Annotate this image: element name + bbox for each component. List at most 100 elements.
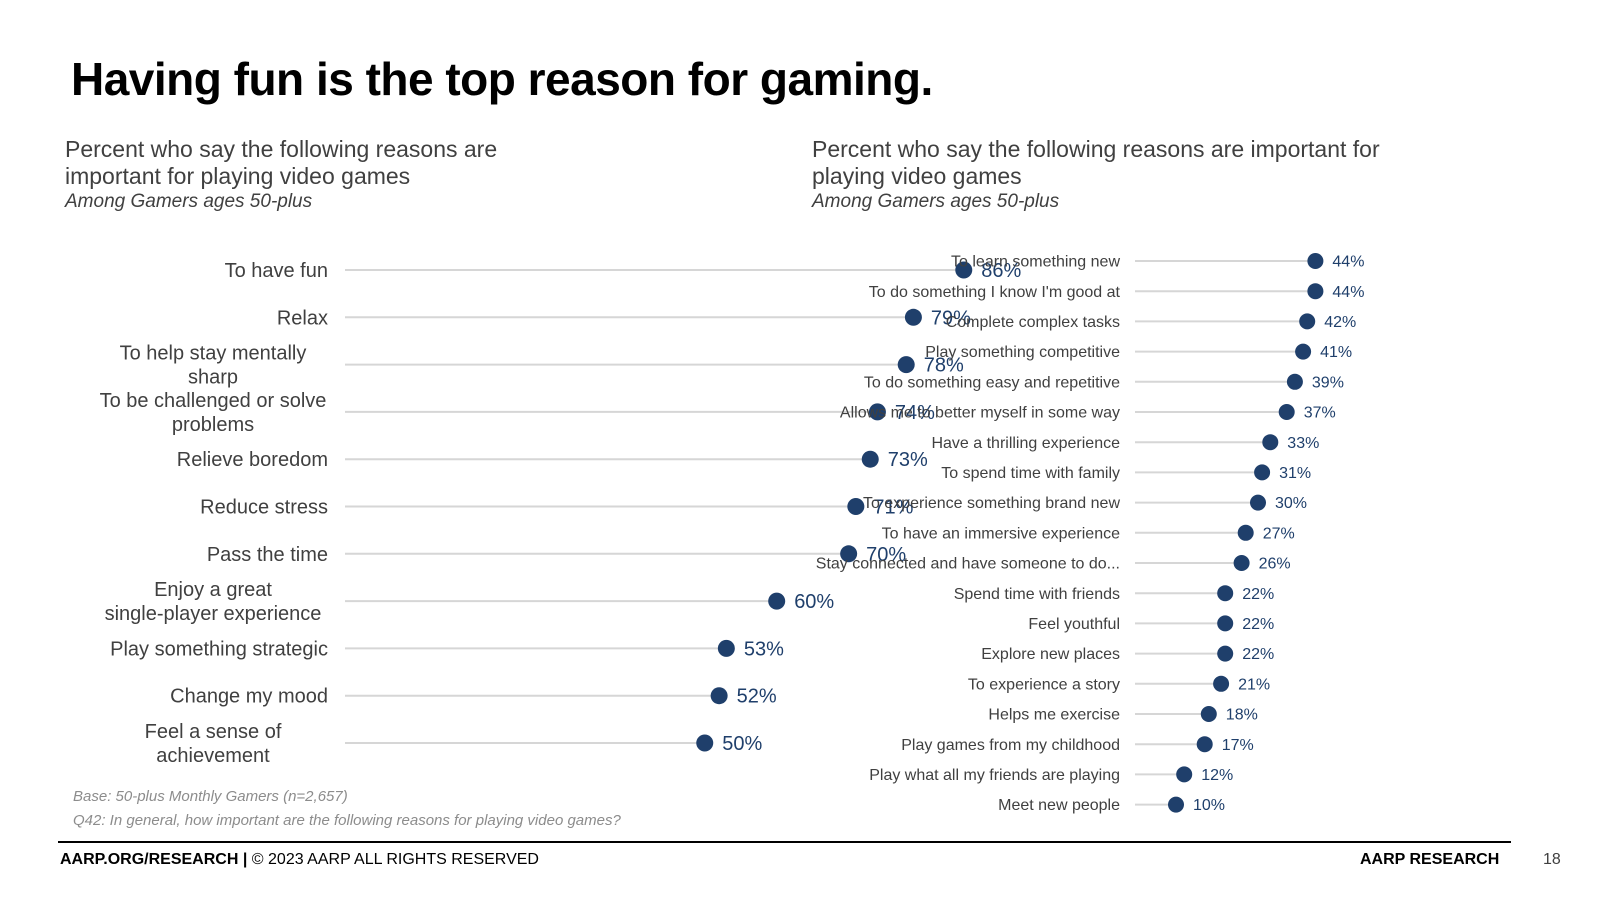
right-chart-dot xyxy=(1307,253,1324,269)
left-chart-value-label: 79% xyxy=(931,307,971,329)
left-chart-category-label: To have fun xyxy=(225,260,328,282)
right-chart-value-label: 42% xyxy=(1324,314,1356,331)
left-chart-category-label: Reduce stress xyxy=(200,497,328,519)
left-chart-dot xyxy=(897,356,915,374)
right-chart-value-label: 21% xyxy=(1238,676,1270,693)
right-chart-dot xyxy=(1262,434,1279,451)
page-number: 18 xyxy=(1543,851,1561,868)
right-chart-category-label: Have a thrilling experience xyxy=(931,435,1120,452)
right-chart-category-label: To do something easy and repetitive xyxy=(864,374,1120,391)
right-chart-category-label: To do something I know I'm good at xyxy=(869,284,1121,301)
left-chart-category-label: Relieve boredom xyxy=(177,449,328,471)
right-chart-value-label: 37% xyxy=(1304,405,1336,422)
right-chart-category-label: Play what all my friends are playing xyxy=(869,767,1120,784)
left-chart-value-label: 50% xyxy=(722,733,762,755)
right-chart-category-label: Meet new people xyxy=(998,797,1120,814)
page-title: Having fun is the top reason for gaming. xyxy=(71,53,933,105)
left-chart-dot xyxy=(868,403,886,421)
left-chart-category-label: To help stay mentally sharp xyxy=(120,343,307,389)
left-chart-dot xyxy=(847,498,865,515)
right-chart-category-label: Spend time with friends xyxy=(954,586,1120,603)
footer-brand: AARP RESEARCH xyxy=(1360,851,1500,868)
left-chart-subtitle: Percent who say the following reasons ar… xyxy=(65,136,585,214)
right-chart-dot xyxy=(1196,736,1213,753)
right-chart-value-label: 22% xyxy=(1242,646,1274,663)
right-chart-category-label: Feel youthful xyxy=(1028,616,1120,633)
left-chart-dot xyxy=(696,734,714,752)
left-chart-value-label: 70% xyxy=(866,544,906,566)
right-chart-dot xyxy=(1168,796,1184,813)
right-chart-dot xyxy=(1278,404,1295,420)
right-chart-dot xyxy=(1213,675,1230,692)
base-note: Base: 50-plus Monthly Gamers (n=2,657) xyxy=(73,788,348,805)
left-chart-value-label: 60% xyxy=(794,591,834,613)
left-chart-dot xyxy=(861,450,879,468)
left-chart-category-label: Pass the time xyxy=(207,544,328,566)
right-chart-dot xyxy=(1254,464,1271,481)
right-chart-dot xyxy=(1200,706,1217,722)
right-chart-value-label: 17% xyxy=(1222,737,1254,754)
right-chart-dot xyxy=(1307,283,1324,300)
left-chart-category-label: Play something strategic xyxy=(110,638,328,660)
left-chart-category-label: Enjoy a great single-player experience xyxy=(105,579,322,625)
right-chart-value-label: 22% xyxy=(1242,616,1274,633)
left-chart-dot xyxy=(768,592,786,610)
left-chart-value-label: 78% xyxy=(924,355,964,377)
right-chart-category-label: Allows me to better myself in some way xyxy=(840,405,1120,422)
right-chart-dot xyxy=(1250,494,1266,511)
right-chart-dot xyxy=(1217,615,1234,632)
right-chart-dot xyxy=(1217,645,1234,662)
footer-divider xyxy=(58,841,1511,843)
left-chart-category-label: To be challenged or solve problems xyxy=(100,390,327,436)
right-chart-value-label: 31% xyxy=(1279,465,1311,482)
right-chart-dot xyxy=(1295,343,1312,360)
left-chart-dot xyxy=(840,545,858,563)
right-chart-category-label: Explore new places xyxy=(981,646,1120,663)
left-chart-category-label: Feel a sense of achievement xyxy=(145,721,282,767)
right-chart-category-label: To have an immersive experience xyxy=(882,525,1120,542)
right-subtitle-text: Percent who say the following reasons ar… xyxy=(812,136,1380,189)
right-subtitle-note: Among Gamers ages 50-plus xyxy=(812,191,1060,212)
right-chart-subtitle: Percent who say the following reasons ar… xyxy=(812,136,1452,214)
right-chart-value-label: 44% xyxy=(1332,284,1364,301)
left-subtitle-note: Among Gamers ages 50-plus xyxy=(65,191,313,212)
footer-left: AARP.ORG/RESEARCH | © 2023 AARP ALL RIGH… xyxy=(60,851,539,869)
left-chart-value-label: 71% xyxy=(873,497,913,519)
right-chart-value-label: 18% xyxy=(1226,707,1258,724)
left-chart-value-label: 86% xyxy=(981,260,1021,282)
left-chart-value-label: 74% xyxy=(895,402,935,424)
left-chart-dot xyxy=(955,261,973,279)
right-chart-value-label: 12% xyxy=(1201,767,1233,784)
right-chart-value-label: 44% xyxy=(1332,254,1364,271)
right-chart-category-label: To experience a story xyxy=(968,676,1120,693)
left-chart-value-label: 73% xyxy=(888,449,928,471)
right-chart-value-label: 27% xyxy=(1263,525,1295,542)
right-chart-dot xyxy=(1299,313,1316,330)
footer-copyright: © 2023 AARP ALL RIGHTS RESERVED xyxy=(251,851,539,868)
footer-site-link[interactable]: AARP.ORG/RESEARCH | xyxy=(60,851,248,868)
question-note: Q42: In general, how important are the f… xyxy=(73,812,621,829)
right-chart-value-label: 33% xyxy=(1287,435,1319,452)
right-chart-category-label: Helps me exercise xyxy=(988,707,1120,724)
right-chart-dot xyxy=(1233,555,1250,571)
right-chart-value-label: 41% xyxy=(1320,344,1352,361)
left-chart-dot xyxy=(717,639,735,657)
right-chart-dot xyxy=(1237,524,1254,541)
left-chart-category-label: Relax xyxy=(277,307,328,329)
right-chart-value-label: 10% xyxy=(1193,797,1225,814)
right-chart-category-label: Stay connected and have someone to do... xyxy=(816,556,1120,573)
right-chart-category-label: Complete complex tasks xyxy=(946,314,1120,331)
right-chart-dot xyxy=(1286,373,1303,390)
left-subtitle-text: Percent who say the following reasons ar… xyxy=(65,136,498,189)
right-chart-value-label: 26% xyxy=(1259,556,1291,573)
right-chart-category-label: Play games from my childhood xyxy=(901,737,1120,754)
left-chart-value-label: 53% xyxy=(744,638,784,660)
left-chart-category-label: Change my mood xyxy=(170,686,328,708)
right-chart-category-label: To experience something brand new xyxy=(863,495,1120,512)
left-chart-value-label: 52% xyxy=(737,686,777,708)
right-chart-dot xyxy=(1176,766,1193,783)
right-chart-category-label: To spend time with family xyxy=(941,465,1120,482)
right-chart-category-label: To learn something new xyxy=(951,254,1120,271)
left-chart-dot xyxy=(710,687,728,705)
